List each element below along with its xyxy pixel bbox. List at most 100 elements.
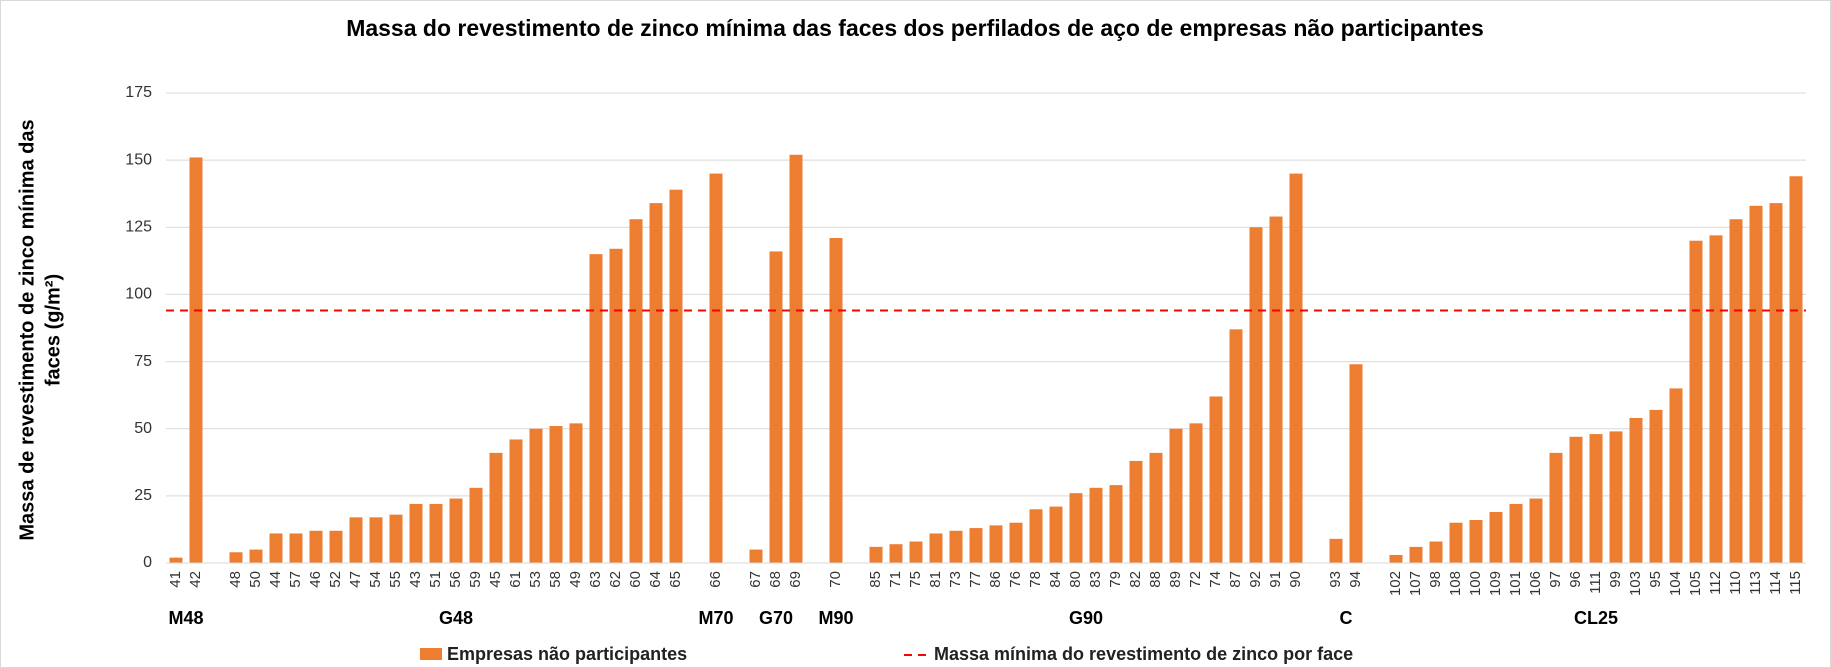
x-tick-label: 46 — [307, 571, 324, 588]
bar — [1769, 203, 1783, 563]
bar — [969, 528, 983, 563]
bar — [1189, 423, 1203, 563]
bar — [529, 428, 543, 563]
x-tick-label: 115 — [1787, 571, 1804, 595]
x-tick-label: 42 — [187, 571, 204, 588]
bar — [249, 549, 263, 563]
y-tick-label: 0 — [143, 554, 152, 571]
bar — [1489, 511, 1503, 563]
bar — [269, 533, 283, 563]
x-tick-label: 75 — [907, 571, 924, 588]
group-label: G70 — [759, 608, 793, 628]
y-tick-label: 125 — [125, 219, 152, 236]
bar — [1469, 520, 1483, 563]
bar — [1709, 235, 1723, 564]
group-label: G90 — [1069, 608, 1103, 628]
chart-title: Massa do revestimento de zinco mínima da… — [346, 15, 1484, 41]
x-tick-label: 76 — [1007, 571, 1024, 588]
x-tick-label: 79 — [1107, 571, 1124, 588]
legend-swatch — [420, 648, 442, 660]
bar — [1349, 364, 1363, 563]
x-tick-label: 58 — [547, 571, 564, 588]
x-tick-label: 104 — [1667, 571, 1684, 596]
x-tick-label: 73 — [947, 571, 964, 588]
bar — [509, 439, 523, 563]
x-tick-label: 54 — [367, 571, 384, 588]
x-tick-label: 112 — [1707, 571, 1724, 595]
x-tick-label: 77 — [967, 571, 984, 588]
bar — [449, 498, 463, 563]
bar — [649, 203, 663, 563]
x-tick-label: 45 — [487, 571, 504, 588]
x-tick-label: 101 — [1507, 571, 1524, 596]
bar — [1449, 522, 1463, 563]
x-tick-label: 81 — [927, 571, 944, 588]
bar — [789, 154, 803, 563]
bar — [409, 503, 423, 563]
bar — [1649, 409, 1663, 563]
bar — [1729, 219, 1743, 563]
x-tick-label: 88 — [1147, 571, 1164, 588]
x-tick-label: 103 — [1627, 571, 1644, 596]
bar — [609, 248, 623, 563]
x-tick-label: 71 — [887, 571, 904, 588]
bar — [189, 157, 203, 563]
x-tick-label: 102 — [1387, 571, 1404, 596]
bar — [1409, 546, 1423, 563]
x-tick-label: 67 — [747, 571, 764, 588]
bar — [1009, 522, 1023, 563]
group-label: C — [1340, 608, 1353, 628]
bar — [909, 541, 923, 563]
x-tick-label: 106 — [1527, 571, 1544, 596]
bar — [1169, 428, 1183, 563]
x-tick-label: 108 — [1447, 571, 1464, 596]
x-tick-label: 107 — [1407, 571, 1424, 596]
bar — [1609, 431, 1623, 563]
bar — [769, 251, 783, 563]
x-tick-label: 92 — [1247, 571, 1264, 588]
bar — [429, 503, 443, 563]
bar — [1069, 493, 1083, 563]
bar — [629, 219, 643, 563]
bar — [1149, 452, 1163, 563]
bar — [1669, 388, 1683, 563]
bar — [829, 238, 843, 563]
x-tick-label: 89 — [1167, 571, 1184, 588]
x-tick-label: 53 — [527, 571, 544, 588]
x-tick-label: 91 — [1267, 571, 1284, 588]
x-tick-label: 49 — [567, 571, 584, 588]
group-label: CL25 — [1574, 608, 1618, 628]
y-axis-label: Massa de revestimento de zinco mínima da… — [16, 119, 38, 540]
x-tick-label: 50 — [247, 571, 264, 588]
x-tick-label: 41 — [167, 571, 184, 588]
x-tick-label: 43 — [407, 571, 424, 588]
x-tick-label: 95 — [1647, 571, 1664, 588]
bar — [369, 517, 383, 563]
bar — [169, 557, 183, 563]
group-label: M90 — [818, 608, 853, 628]
x-tick-label: 63 — [587, 571, 604, 588]
x-tick-label: 70 — [827, 571, 844, 588]
bar — [1389, 554, 1403, 563]
bar — [929, 533, 943, 563]
bar — [349, 517, 363, 563]
x-tick-label: 62 — [607, 571, 624, 588]
x-tick-label: 52 — [327, 571, 344, 588]
bar — [1129, 460, 1143, 563]
x-tick-label: 85 — [867, 571, 884, 588]
x-tick-label: 87 — [1227, 571, 1244, 588]
x-tick-label: 98 — [1427, 571, 1444, 588]
x-tick-label: 72 — [1187, 571, 1204, 588]
x-tick-label: 82 — [1127, 571, 1144, 588]
bar — [309, 530, 323, 563]
bar — [229, 552, 243, 563]
x-tick-label: 64 — [647, 571, 664, 588]
x-tick-label: 96 — [1567, 571, 1584, 588]
x-tick-label: 97 — [1547, 571, 1564, 588]
bar — [989, 525, 1003, 563]
bar — [669, 189, 683, 563]
group-label: M70 — [698, 608, 733, 628]
x-tick-label: 109 — [1487, 571, 1504, 596]
bar — [1029, 509, 1043, 563]
